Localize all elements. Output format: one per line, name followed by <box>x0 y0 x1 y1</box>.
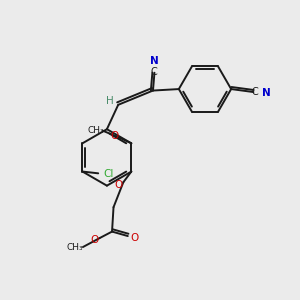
Text: H: H <box>106 96 114 106</box>
Text: CH₃: CH₃ <box>66 243 83 252</box>
Text: O: O <box>90 235 98 245</box>
Text: N: N <box>150 56 159 66</box>
Text: N: N <box>262 88 270 98</box>
Text: Cl: Cl <box>103 169 114 179</box>
Text: O: O <box>111 131 119 141</box>
Text: CH₃: CH₃ <box>87 126 104 135</box>
Text: C: C <box>151 67 157 77</box>
Text: O: O <box>115 180 123 190</box>
Text: C: C <box>251 87 258 97</box>
Text: O: O <box>131 232 139 242</box>
